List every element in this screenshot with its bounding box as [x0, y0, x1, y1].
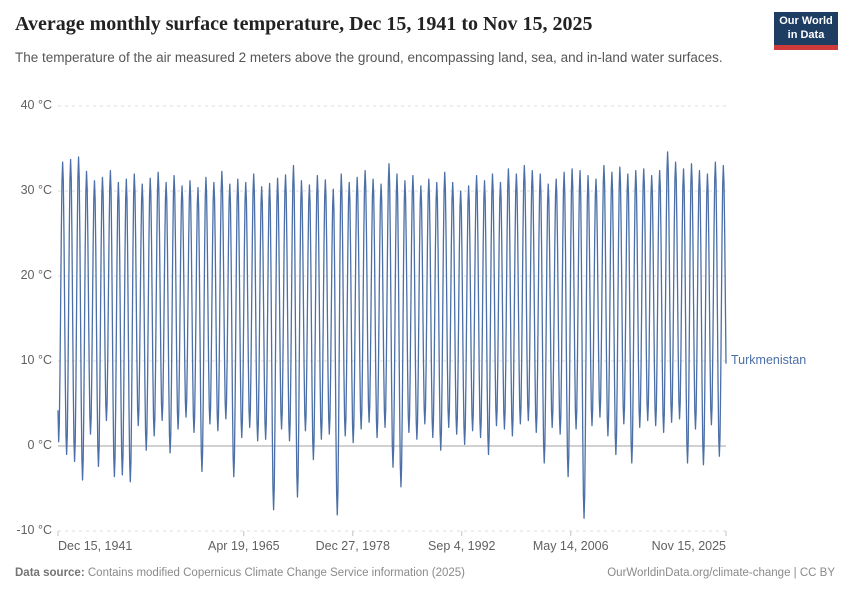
- data-source-label: Data source:: [15, 567, 85, 579]
- series-label-turkmenistan: Turkmenistan: [731, 353, 807, 367]
- x-axis-tick-label: Dec 27, 1978: [315, 539, 390, 553]
- data-source-text: Contains modified Copernicus Climate Cha…: [84, 567, 465, 579]
- x-axis-tick-label: Nov 15, 2025: [651, 539, 726, 553]
- y-axis-tick-label: 30 °C: [20, 183, 52, 197]
- owid-logo-line1: Our World: [779, 14, 833, 27]
- x-axis-tick-label: Apr 19, 1965: [208, 539, 280, 553]
- y-axis-tick-label: 0 °C: [27, 438, 52, 452]
- owid-cc-link[interactable]: OurWorldinData.org/climate-change | CC B…: [607, 567, 835, 579]
- x-axis-tick-label: Sep 4, 1992: [428, 539, 496, 553]
- owid-logo[interactable]: Our World in Data: [774, 12, 838, 50]
- x-axis-tick-label: Dec 15, 1941: [58, 539, 133, 553]
- y-axis-tick-label: 20 °C: [20, 268, 52, 282]
- chart-subtitle: The temperature of the air measured 2 me…: [15, 50, 723, 65]
- owid-logo-line2: in Data: [787, 28, 825, 41]
- x-axis-tick-label: May 14, 2006: [532, 539, 609, 553]
- temperature-line-turkmenistan: [57, 151, 727, 519]
- chart-footer: Data source: Contains modified Copernicu…: [15, 567, 835, 579]
- y-axis-tick-label: -10 °C: [16, 523, 52, 537]
- page-title: Average monthly surface temperature, Dec…: [15, 13, 593, 35]
- data-source-note: Data source: Contains modified Copernicu…: [15, 567, 465, 579]
- y-axis-tick-label: 10 °C: [20, 353, 52, 367]
- y-axis-tick-label: 40 °C: [20, 98, 52, 112]
